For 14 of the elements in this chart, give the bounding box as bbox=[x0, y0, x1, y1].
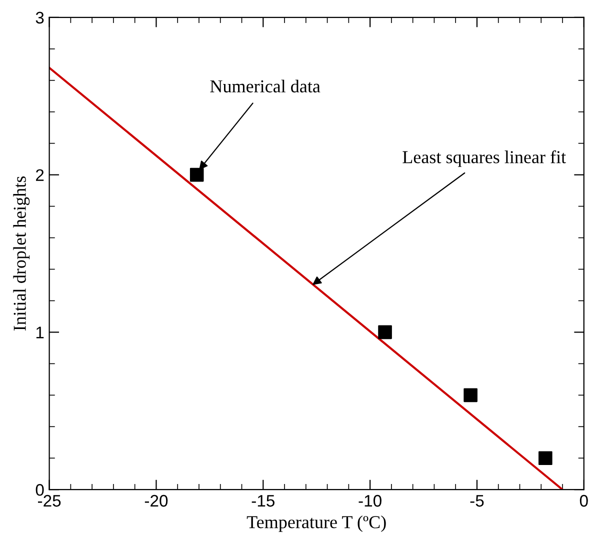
annotation: Numerical data bbox=[210, 80, 320, 92]
y-axis-title: Initial droplet heights bbox=[13, 176, 30, 331]
y-tick-label: 3 bbox=[36, 12, 44, 24]
y-tick-label: 2 bbox=[36, 169, 44, 181]
x-tick-label: -15 bbox=[252, 495, 274, 507]
x-tick-label: -25 bbox=[38, 494, 61, 507]
x-tick-label: -20 bbox=[144, 494, 168, 507]
x-tick-label: 0 bbox=[580, 494, 588, 507]
y-tick-label: 1 bbox=[36, 326, 44, 338]
x-axis-title: Temperature T (ºC) bbox=[246, 516, 386, 532]
x-tick-label: -10 bbox=[358, 494, 382, 507]
y-tick-label: 0 bbox=[36, 484, 44, 496]
annotation: Least squares linear fit bbox=[402, 150, 566, 167]
x-tick-label: -5 bbox=[470, 495, 484, 507]
